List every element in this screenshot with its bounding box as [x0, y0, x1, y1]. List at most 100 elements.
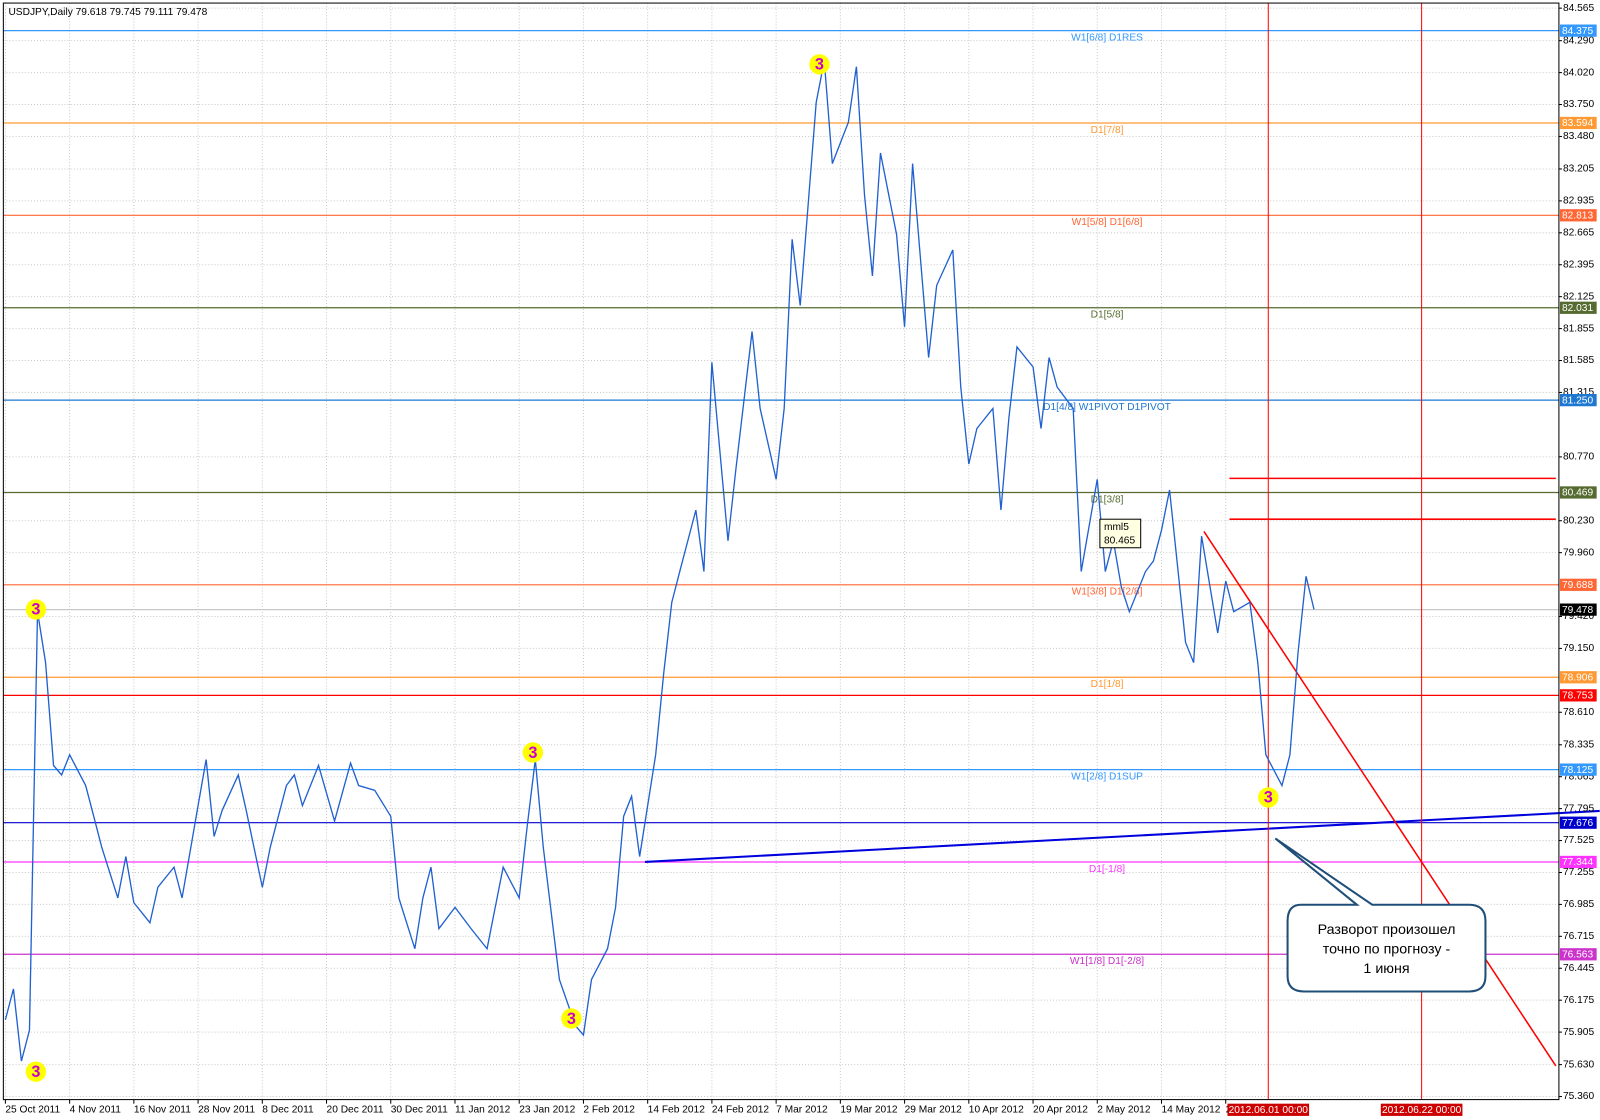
y-tick-label: 83.750: [1563, 99, 1594, 110]
price-tag-label: 82.813: [1562, 211, 1593, 222]
callout: Разворот произошел точно по прогнозу - 1…: [1274, 837, 1487, 993]
y-tick-label: 79.420: [1563, 611, 1594, 622]
y-tick-label: 76.985: [1563, 899, 1594, 910]
callout-text: 1 июня: [1363, 961, 1409, 977]
level-label: W1[1/8] D1[-2/8]: [1070, 956, 1144, 967]
tooltip-name: mml5: [1104, 522, 1129, 533]
x-tick-label: 2 May 2012: [1097, 1104, 1151, 1115]
price-tag-label: 80.469: [1562, 488, 1593, 499]
price-tag: [1559, 689, 1597, 702]
price-tag: [1559, 393, 1597, 407]
time-tag-label: 2012.06.01 00:00: [1229, 1105, 1309, 1116]
y-tick-label: 79.150: [1563, 643, 1594, 654]
y-tick-label: 83.480: [1563, 131, 1594, 142]
time-tag: [1380, 1103, 1463, 1116]
wave-marker: [809, 54, 830, 75]
x-tick-label: 19 Mar 2012: [840, 1104, 898, 1115]
y-tick-label: 76.445: [1563, 963, 1594, 974]
price-tag: [1559, 486, 1597, 499]
wave-marker-label: 3: [815, 56, 824, 74]
x-tick-label: 24 Feb 2012: [712, 1104, 770, 1115]
price-tag-label: 83.594: [1562, 118, 1593, 129]
wave-marker-label: 3: [1264, 789, 1273, 807]
y-tick-label: 76.715: [1563, 931, 1594, 942]
callout-text: точно по прогнозу -: [1323, 941, 1451, 957]
y-tick-label: 78.065: [1563, 771, 1594, 782]
y-tick-label: 82.665: [1563, 227, 1594, 238]
y-tick-label: 75.905: [1563, 1027, 1594, 1038]
y-tick-label: 79.960: [1563, 547, 1594, 558]
price-tag: [1559, 209, 1597, 222]
x-tick-label: 25 Oct 2011: [5, 1104, 60, 1115]
chart-title: USDJPY,Daily 79.618 79.745 79.111 79.478: [8, 7, 207, 18]
x-tick-label: 20 Dec 2011: [327, 1104, 384, 1115]
price-tag: [1559, 948, 1597, 961]
price-tag-label: 76.563: [1562, 949, 1593, 960]
x-tick-label: 11 Jan 2012: [455, 1104, 511, 1115]
wave-marker-label: 3: [528, 744, 537, 762]
level-label: W1[2/8] D1SUP: [1071, 771, 1143, 782]
price-tag: [1559, 816, 1597, 829]
y-tick-label: 75.360: [1563, 1091, 1594, 1102]
wave-marker: [25, 599, 47, 620]
price-tag-label: 81.250: [1562, 395, 1593, 406]
x-tick-label: 4 Nov 2011: [70, 1104, 122, 1115]
level-label: W1[6/8] D1RES: [1071, 32, 1143, 43]
price-tag: [1559, 24, 1597, 37]
y-tick-label: 80.230: [1563, 515, 1594, 526]
x-tick-label: 7 Mar 2012: [776, 1104, 828, 1115]
x-tick-label: 14 May 2012: [1161, 1104, 1220, 1115]
level-label: D1[4/8] W1PIVOT D1PIVOT: [1043, 402, 1171, 413]
level-label: W1[5/8] D1[6/8]: [1072, 217, 1143, 228]
level-label: D1[-1/8]: [1089, 864, 1125, 875]
x-tick-label: 16 Nov 2011: [134, 1104, 191, 1115]
wave-marker-label: 3: [31, 1063, 40, 1081]
y-tick-label: 77.795: [1563, 803, 1594, 814]
wave-marker: [1258, 787, 1279, 808]
price-tag-label: 84.375: [1562, 26, 1593, 37]
price-tag-label: 77.676: [1562, 818, 1593, 829]
callout-text: Разворот произошел: [1318, 922, 1456, 938]
x-tick-label: 20 Apr 2012: [1033, 1104, 1088, 1115]
y-tick-label: 84.020: [1563, 67, 1594, 78]
wave-marker-label: 3: [31, 601, 40, 619]
trend-line: [1203, 531, 1557, 1067]
x-tick-label: 28 Nov 2011: [198, 1104, 255, 1115]
level-label: D1[7/8]: [1091, 125, 1124, 136]
x-tick-label: 30 Dec 2011: [391, 1104, 448, 1115]
wave-marker-label: 3: [567, 1010, 576, 1028]
x-tick-label: 2 Feb 2012: [583, 1104, 635, 1115]
price-tag-label: 77.344: [1562, 857, 1593, 868]
y-tick-label: 77.525: [1563, 835, 1594, 846]
callout-box: [1274, 837, 1487, 993]
x-tick-label: 14 Feb 2012: [648, 1104, 706, 1115]
y-tick-label: 75.630: [1563, 1059, 1594, 1070]
price-tag-label: 79.478: [1562, 605, 1593, 616]
y-tick-label: 76.175: [1563, 995, 1594, 1006]
price-tag-label: 78.906: [1562, 672, 1593, 683]
y-tick-label: 80.770: [1563, 452, 1594, 463]
price-tag-label: 82.031: [1562, 303, 1593, 314]
price-tag: [1559, 578, 1597, 591]
price-tag: [1559, 763, 1597, 776]
y-tick-label: 84.565: [1563, 3, 1594, 14]
plot-frame: [2, 2, 1560, 1101]
level-label: D1[5/8]: [1091, 310, 1124, 321]
tooltip-box: [1099, 518, 1142, 549]
price-tag: [1559, 301, 1597, 314]
trend-line: [644, 809, 1600, 863]
level-label: W1[3/8] D1[2/8]: [1072, 587, 1143, 598]
x-tick-label: 8 Dec 2011: [262, 1104, 314, 1115]
y-tick-label: 78.335: [1563, 739, 1594, 750]
price-tag-label: 79.688: [1562, 580, 1593, 591]
y-tick-label: 77.255: [1563, 867, 1594, 878]
price-tag: [1559, 855, 1597, 869]
y-tick-label: 81.855: [1563, 323, 1594, 334]
tooltip-value: 80.465: [1104, 535, 1135, 546]
level-label: D1[3/8]: [1091, 494, 1124, 505]
wave-marker: [561, 1008, 582, 1029]
price-tag-label: 78.753: [1562, 691, 1593, 702]
y-tick-label: 81.585: [1563, 355, 1594, 366]
tooltip: mml5 80.465: [1099, 518, 1142, 549]
